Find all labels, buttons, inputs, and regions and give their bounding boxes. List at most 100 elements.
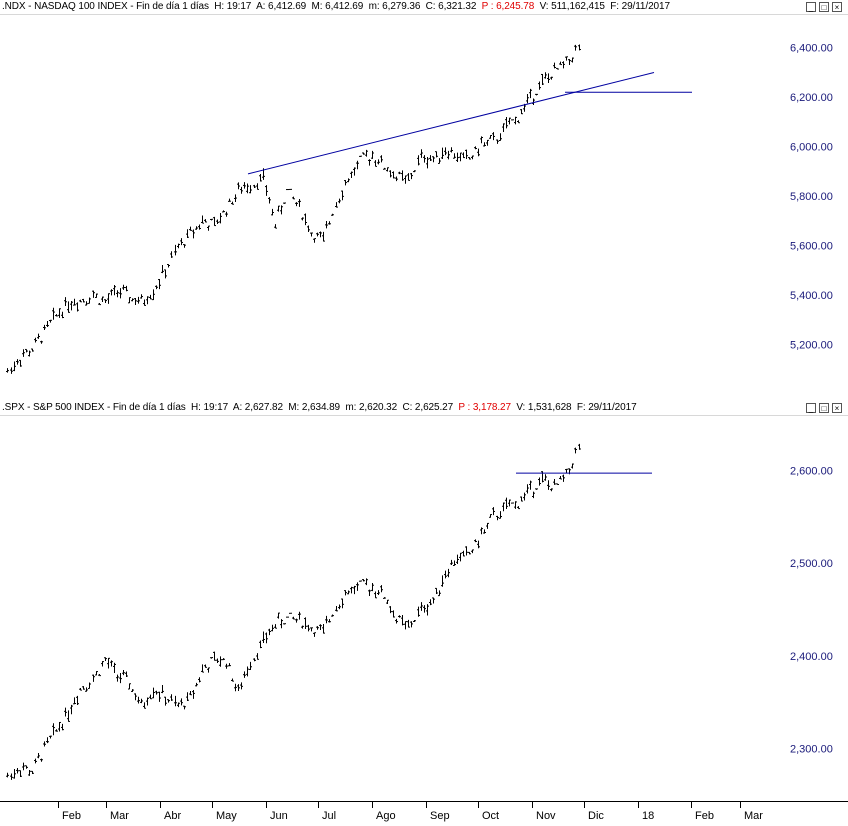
ohlc-bar [328,221,331,224]
ndx-pane: .NDX - NASDAQ 100 INDEX - Fin de día 1 d… [0,0,848,400]
ohlc-bar [453,561,456,566]
ohlc-bar [474,146,477,149]
ohlc-bar [128,297,131,303]
ohlc-bar [134,693,137,700]
ndx-title-text: .NDX - NASDAQ 100 INDEX - Fin de día 1 d… [2,1,670,12]
ohlc-bar [389,170,392,177]
spx-title-bar[interactable]: .SPX - S&P 500 INDEX - Fin de día 1 días… [0,401,848,416]
close-button[interactable]: × [832,2,842,12]
ohlc-bar [347,591,350,595]
ohlc-bar [544,72,547,78]
ohlc-bar [107,658,110,669]
ohlc-bar [480,136,483,143]
ohlc-bar [131,298,134,301]
ohlc-bar [517,120,520,123]
ohlc-bar [201,664,204,672]
ohlc-bar [274,624,277,628]
ohlc-bar [374,592,377,598]
ohlc-bar [550,77,553,80]
ohlc-bar [43,325,46,330]
ndx-title-prefix: .NDX - NASDAQ 100 INDEX - Fin de día 1 d… [2,1,209,12]
ohlc-bar [201,215,204,223]
trendline[interactable] [248,72,654,173]
ohlc-bar [234,684,237,692]
ohlc-bar [429,155,432,161]
maximize-button[interactable]: □ [819,2,829,12]
ohlc-bar [31,349,34,352]
ohlc-bar [517,506,520,509]
ohlc-bar [61,724,64,730]
ohlc-bar [559,476,562,479]
ohlc-bar [386,600,389,604]
ohlc-bar [371,151,374,159]
ohlc-bar [438,158,441,163]
ohlc-bar [462,152,465,158]
ohlc-bar [79,300,82,302]
ohlc-bar [401,170,404,180]
ohlc-bar [374,160,377,166]
y-tick-label: 2,400.00 [790,651,833,663]
ohlc-bar [371,583,374,591]
ohlc-bar [210,658,213,659]
ohlc-bar [6,368,9,373]
ohlc-bar [578,44,581,50]
ohlc-bar [450,147,453,152]
ohlc-bar [335,606,338,611]
ohlc-bar [82,686,85,690]
ohlc-bar [283,203,286,204]
ohlc-bar [64,297,67,306]
ohlc-bar [265,633,268,644]
minimize-button[interactable]: _ [806,2,816,12]
ohlc-bar [489,135,492,138]
y-tick-label: 2,600.00 [790,465,833,477]
x-tick-label: May [216,810,237,822]
ohlc-bar [268,629,271,635]
ohlc-bar [474,539,477,542]
ohlc-bar [67,301,70,312]
ohlc-bar [225,664,228,669]
ohlc-bar [125,672,128,677]
ohlc-bar [13,769,16,779]
ohlc-bar [423,155,426,163]
ohlc-bar [341,599,344,609]
ohlc-bar [76,696,79,705]
ndx-title-bar[interactable]: .NDX - NASDAQ 100 INDEX - Fin de día 1 d… [0,0,848,15]
ndx-chart[interactable]: 5,200.005,400.005,600.005,800.006,000.00… [0,15,848,400]
ohlc-bar [553,63,556,69]
ohlc-bar [447,151,450,159]
ohlc-bar [92,291,95,298]
close-button[interactable]: × [832,403,842,413]
ohlc-bar [85,687,88,691]
ohlc-bar [195,683,198,686]
ohlc-bar [280,619,283,628]
ohlc-bar [49,320,52,323]
ohlc-bar [149,295,152,299]
ohlc-bar [40,759,43,762]
ohlc-bar [298,199,301,207]
ohlc-bar [377,590,380,595]
minimize-button[interactable]: _ [806,403,816,413]
ohlc-bar [95,294,98,298]
ohlc-bar [350,587,353,594]
ohlc-bar [301,626,304,629]
ohlc-bar [143,299,146,305]
ohlc-bar [423,605,426,613]
ohlc-bar [344,590,347,595]
ohlc-bar [574,448,577,454]
ohlc-bar [13,362,16,372]
maximize-button[interactable]: □ [819,403,829,413]
ohlc-bar [565,57,568,61]
ohlc-bar [407,620,410,627]
ohlc-bar [64,708,67,717]
ohlc-bar [43,741,46,746]
ohlc-bar [240,682,243,689]
ohlc-bar [25,349,28,352]
ndx-title-a: A: 6,412.69 [256,1,306,12]
ohlc-bar [362,579,365,581]
ohlc-bar [313,633,316,637]
ohlc-bar [10,367,13,373]
ohlc-bar [174,245,177,255]
spx-chart[interactable]: 2,300.002,400.002,500.002,600.00 [0,416,848,801]
ohlc-bar [55,314,58,316]
